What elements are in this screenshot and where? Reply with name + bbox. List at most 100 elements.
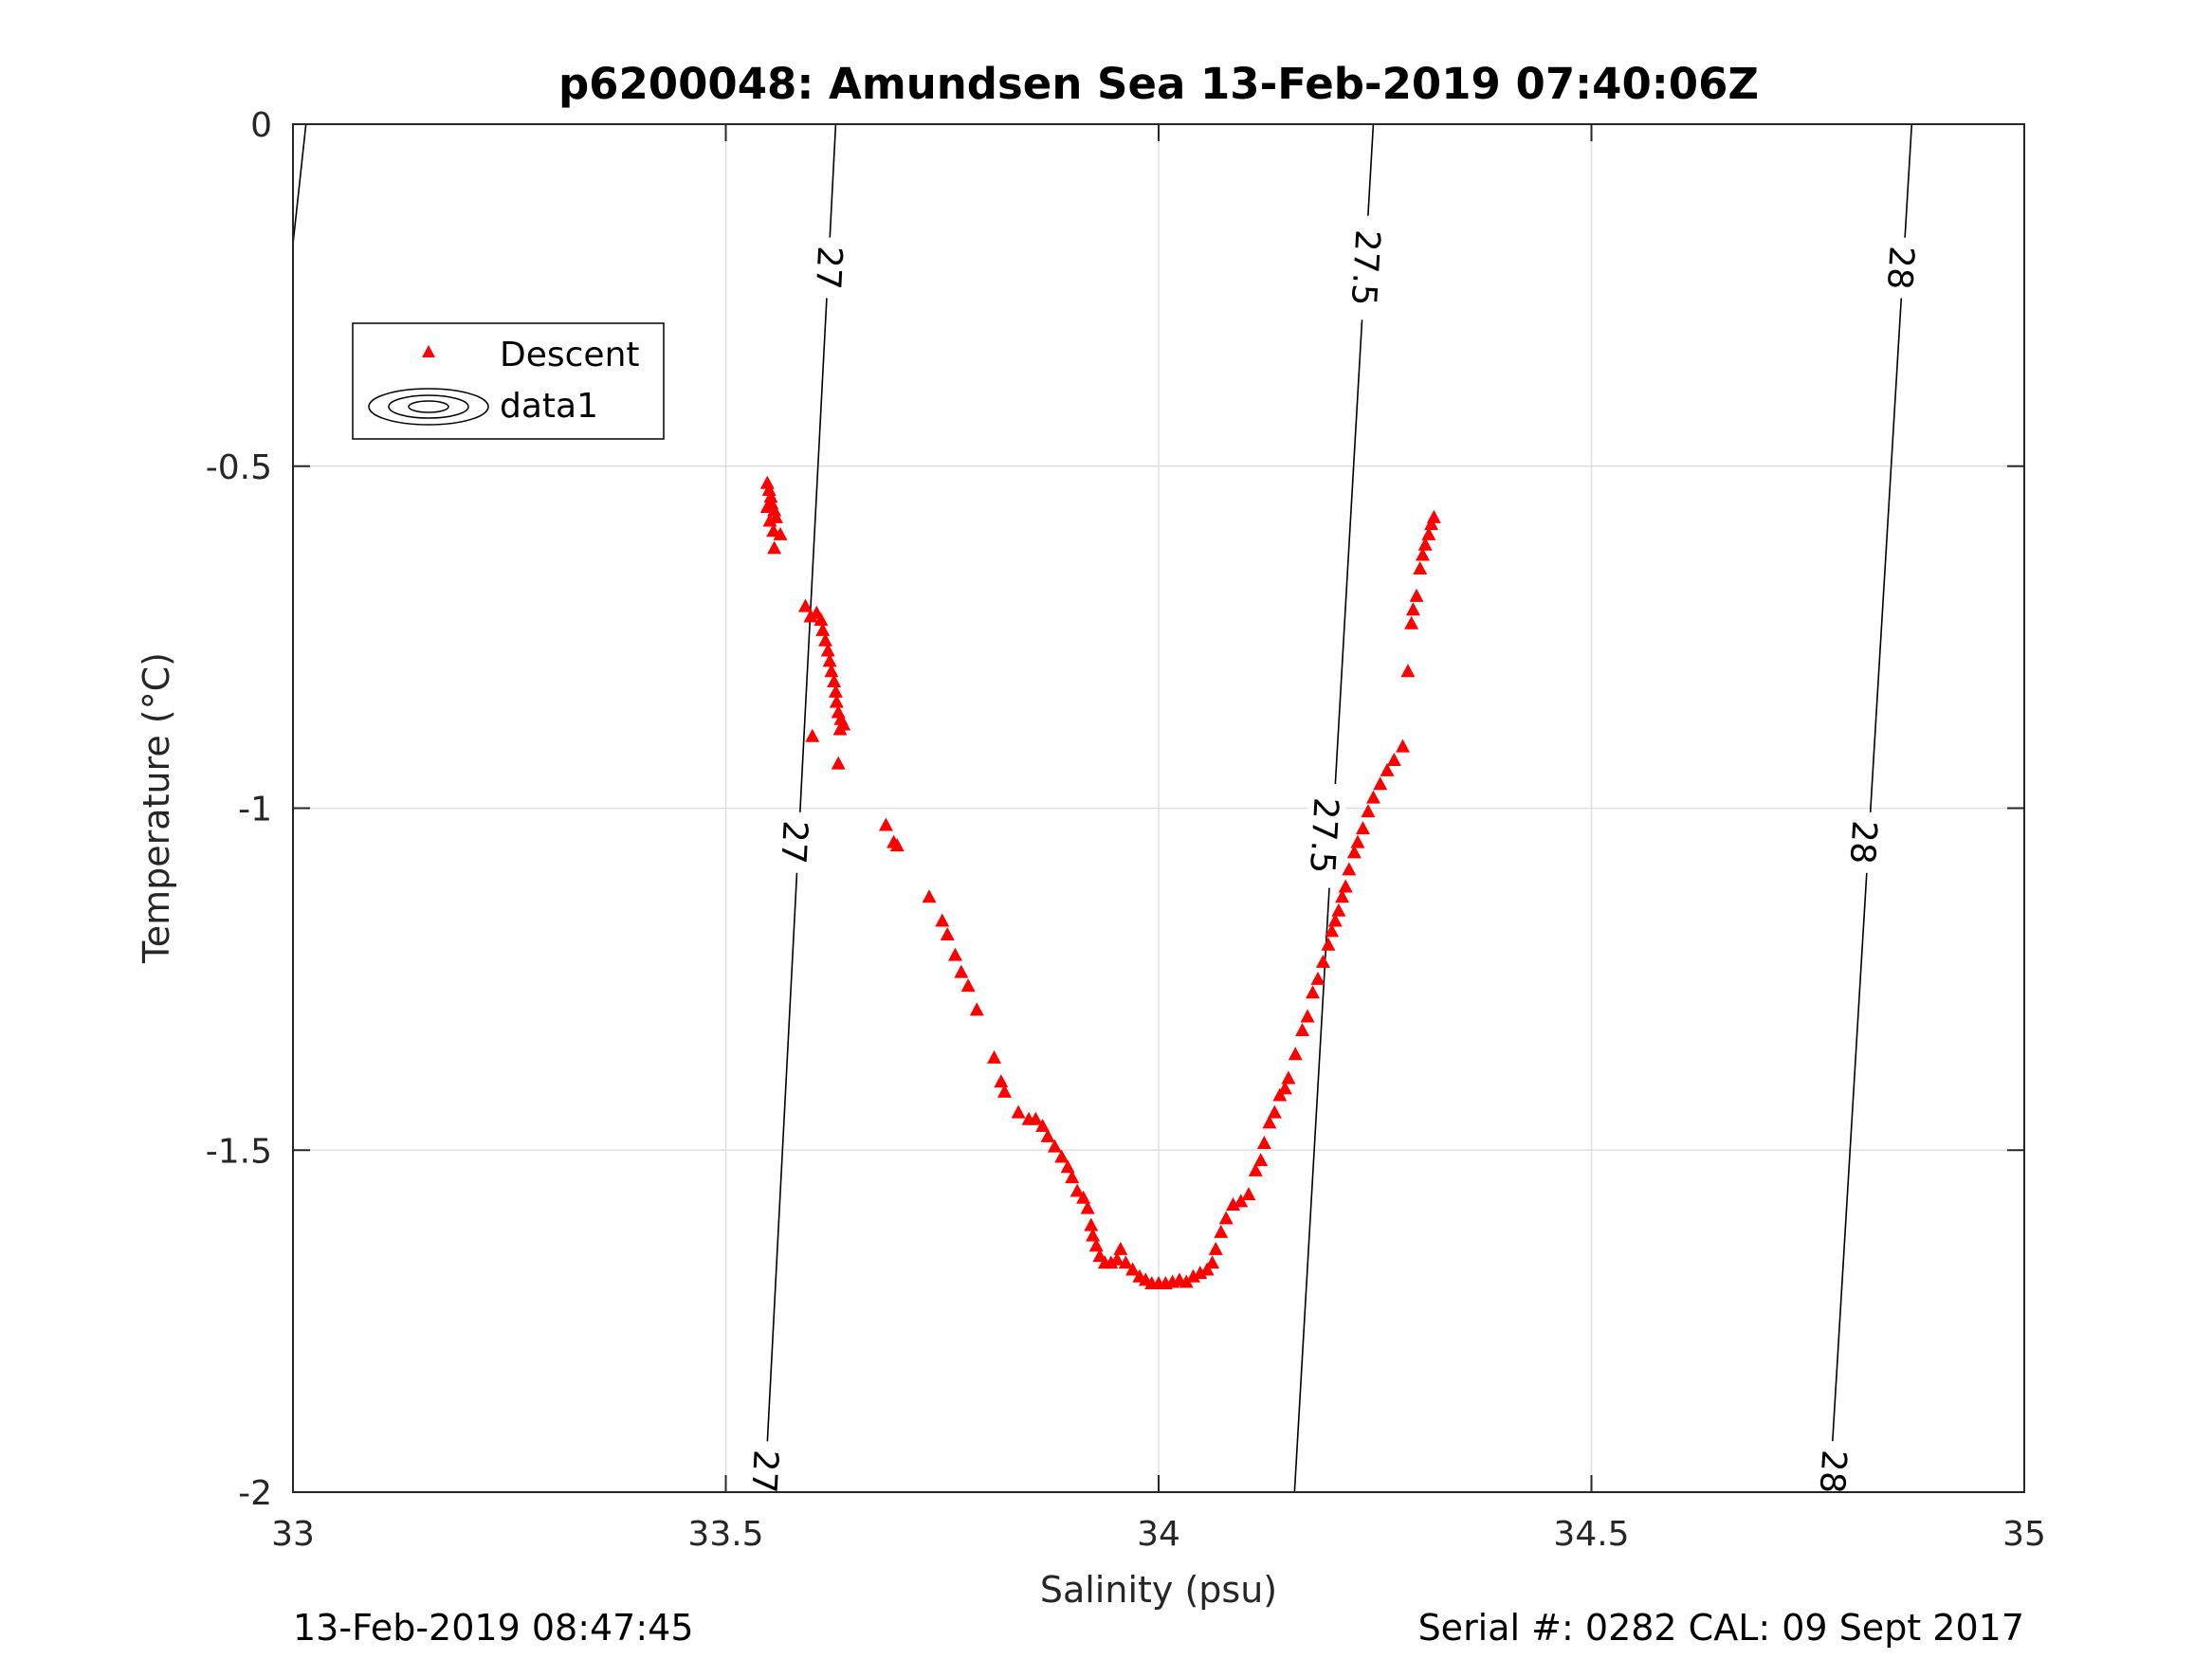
data-point: [1315, 954, 1330, 968]
data-point: [1193, 1266, 1208, 1280]
contour-label: 28: [1879, 236, 1923, 300]
data-point: [768, 509, 783, 523]
data-point: [1186, 1268, 1201, 1283]
svg-text:28: 28: [1879, 245, 1921, 290]
isopycnal-line-27: [293, 124, 307, 245]
data-point: [1205, 1255, 1220, 1269]
data-point: [987, 1049, 1002, 1064]
svg-text:28: 28: [1812, 1449, 1854, 1494]
data-point: [1400, 664, 1416, 678]
legend-label-data1: data1: [500, 387, 598, 426]
data-point: [1080, 1200, 1095, 1214]
grid: [293, 124, 2024, 1492]
contour-label: 27: [808, 236, 850, 300]
data-point: [815, 622, 831, 636]
isopycnal-line-28: [1828, 124, 1913, 1492]
data-point: [1267, 1104, 1282, 1119]
svg-text:28: 28: [1842, 819, 1884, 865]
legend-triangle-icon: [422, 345, 435, 357]
data-point: [822, 653, 837, 667]
data-point: [1350, 834, 1365, 848]
data-point: [1288, 1047, 1303, 1061]
x-tick-label: 34.5: [1553, 1515, 1629, 1554]
data-point: [1218, 1211, 1234, 1225]
svg-text:27: 27: [773, 820, 814, 866]
data-point: [814, 612, 829, 627]
descent-series: [759, 475, 1441, 1289]
footer-timestamp: 13-Feb-2019 08:47:45: [293, 1607, 694, 1649]
data-point: [1069, 1183, 1085, 1197]
data-point: [1199, 1262, 1215, 1276]
data-point: [1300, 1009, 1315, 1023]
x-axis-label: Salinity (psu): [1040, 1569, 1277, 1611]
x-tick-label: 34: [1137, 1515, 1180, 1554]
data-point: [947, 947, 962, 961]
data-point: [1325, 923, 1340, 938]
data-point: [954, 964, 969, 978]
data-point: [1373, 776, 1388, 791]
contour-label: 28: [1842, 811, 1885, 874]
data-point: [1365, 790, 1380, 804]
data-point: [1104, 1255, 1119, 1269]
svg-text:27: 27: [808, 245, 849, 290]
y-axis-label: Temperature (°C): [136, 652, 177, 964]
svg-text:27.5: 27.5: [1302, 796, 1345, 874]
data-point: [1088, 1238, 1104, 1252]
data-point: [831, 756, 846, 770]
data-point: [1253, 1153, 1269, 1167]
data-point: [1335, 889, 1350, 903]
data-point: [940, 926, 955, 940]
data-point: [759, 475, 775, 489]
contour-label: 27.5: [1344, 214, 1389, 321]
data-point: [1415, 547, 1430, 561]
data-point: [1060, 1159, 1075, 1174]
data-point: [762, 513, 777, 527]
data-point: [1338, 879, 1353, 893]
chart-title: p6200048: Amundsen Sea 13-Feb-2019 07:40…: [558, 59, 1759, 109]
data-point: [1405, 602, 1420, 616]
data-point: [1040, 1128, 1055, 1142]
isopycnal-contours: 27 27 27 27.5 27.5 28 28 28: [293, 124, 1923, 1504]
data-point: [1035, 1118, 1051, 1132]
data-point: [1417, 537, 1433, 551]
data-point: [1086, 1228, 1101, 1242]
data-point: [1054, 1149, 1069, 1163]
data-point: [1214, 1224, 1229, 1238]
data-point: [1256, 1136, 1271, 1150]
data-point: [1277, 1081, 1292, 1095]
data-point: [1426, 509, 1441, 523]
data-point: [773, 526, 788, 540]
data-point: [1047, 1139, 1062, 1153]
data-point: [832, 721, 848, 736]
data-point: [1331, 902, 1346, 917]
data-point: [1208, 1241, 1223, 1255]
data-point: [1241, 1187, 1256, 1201]
data-point: [829, 694, 844, 708]
x-tick-label: 33: [271, 1515, 315, 1554]
footer-serial-cal: Serial #: 0282 CAL: 09 Sept 2017: [1418, 1607, 2024, 1649]
data-point: [969, 1002, 984, 1016]
data-point: [1295, 1022, 1310, 1036]
legend-contour-icon: [368, 388, 489, 426]
data-point: [820, 643, 835, 657]
data-point: [1361, 804, 1376, 818]
data-point: [1380, 762, 1395, 776]
isopycnal-line-27: [763, 124, 837, 1492]
data-point: [767, 540, 782, 555]
data-point: [1409, 588, 1424, 602]
data-point: [1421, 526, 1436, 540]
data-point: [1065, 1170, 1080, 1184]
x-tick-label: 35: [2002, 1515, 2046, 1554]
data-point: [1248, 1162, 1263, 1176]
data-point: [1084, 1217, 1099, 1231]
svg-text:27.5: 27.5: [1344, 228, 1387, 306]
data-point: [817, 632, 832, 647]
data-point: [935, 913, 950, 927]
data-point: [889, 838, 905, 852]
data-point: [1413, 560, 1428, 574]
data-point: [1226, 1196, 1241, 1211]
data-point: [1179, 1274, 1194, 1288]
data-point: [1076, 1190, 1091, 1204]
data-point: [1404, 615, 1419, 629]
